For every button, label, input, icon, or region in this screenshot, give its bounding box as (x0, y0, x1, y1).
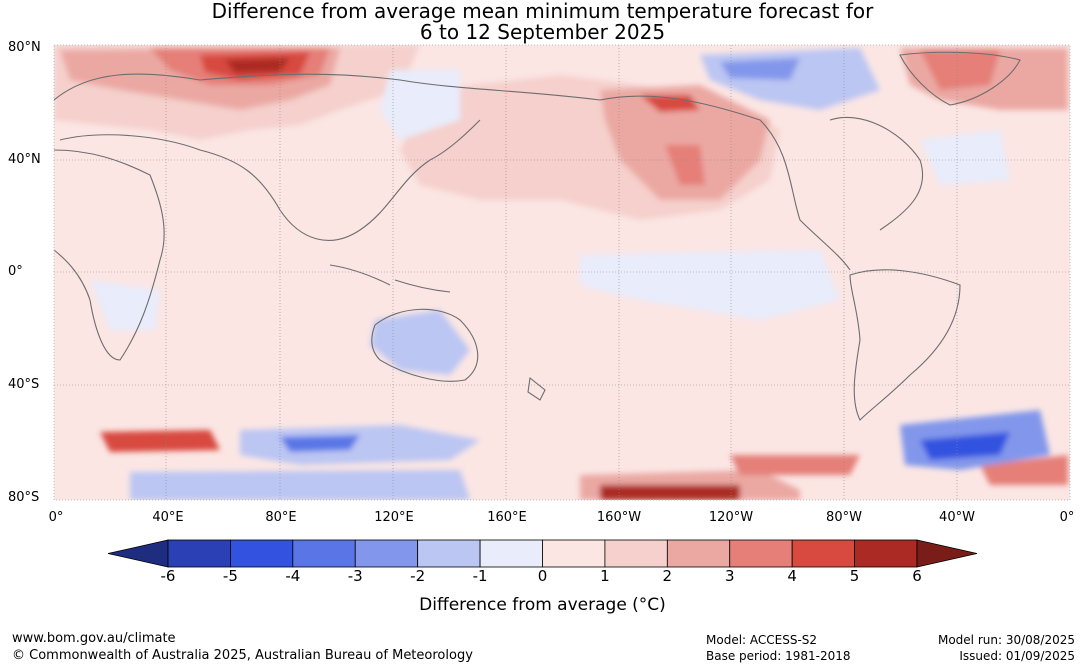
lat-label-80s: 80°S (8, 490, 40, 505)
colorbar-tick-label: 5 (849, 567, 860, 585)
forecast-map (53, 44, 1071, 501)
coast-south-america (849, 269, 961, 421)
anomaly-hot-canada (665, 145, 705, 185)
coast-north-america (599, 95, 924, 271)
colorbar-tick-label: 1 (600, 567, 610, 585)
anomaly-cool-antarctica (130, 470, 470, 500)
coast-indonesia (329, 264, 451, 293)
lon-label-40e: 40°E (152, 510, 184, 525)
map-frame (53, 44, 1071, 501)
colorbar-extend-high (916, 539, 978, 568)
anomaly-cool-atlantic-n (920, 130, 1010, 185)
colorbar-swatch (854, 539, 918, 568)
lat-label-40s: 40°S (8, 377, 40, 392)
lon-label-160w: 160°W (596, 510, 642, 525)
anomaly-cool-south-ocean (240, 425, 480, 465)
colorbar-tick-label: -5 (222, 567, 238, 585)
anomaly-cool-australia (370, 310, 470, 375)
anomaly-warm-south-indian (100, 430, 220, 452)
colorbar-tick-label: -1 (472, 567, 488, 585)
lon-label-120e: 120°E (374, 510, 414, 525)
colorbar-tick-label: -2 (410, 567, 426, 585)
colorbar-label: Difference from average (°C) (419, 595, 666, 615)
anomaly-cool-pacific (380, 70, 460, 140)
lon-label-80w: 80°W (826, 510, 862, 525)
anomaly-cool-weddell-core (920, 432, 1010, 460)
lon-label-0-right: 0° (1059, 510, 1075, 525)
colorbar-swatch (479, 539, 543, 568)
anomaly-cool-canada-core (720, 58, 800, 80)
coast-africa (54, 149, 165, 361)
coast-new-zealand (527, 376, 546, 401)
lon-label-0-left: 0° (48, 510, 64, 525)
colorbar-tick-label: 6 (912, 567, 922, 585)
colorbar-swatch (230, 539, 294, 568)
colorbar-tick-label: 0 (537, 567, 548, 585)
colorbar-tick-label: 2 (662, 567, 673, 585)
lat-label-80n: 80°N (8, 40, 41, 55)
footer-base-period: Base period: 1981-2018 (706, 649, 851, 663)
colorbar-swatch (542, 539, 606, 568)
footer-model: Model: ACCESS-S2 (706, 633, 818, 647)
anomaly-hot-alaska (640, 95, 700, 112)
colorbar (107, 539, 978, 568)
anomaly-warm-south-pacific (730, 455, 860, 475)
colorbar-swatch (791, 539, 855, 568)
colorbar-tick-label: -3 (347, 567, 363, 585)
anomaly-cool-eq-pacific (580, 250, 840, 320)
colorbar-swatch (417, 539, 481, 568)
colorbar-swatch (292, 539, 356, 568)
coastlines (54, 51, 1021, 421)
footer-copyright: © Commonwealth of Australia 2025, Austra… (12, 648, 473, 663)
map-title-line1: Difference from average mean minimum tem… (211, 0, 874, 23)
lat-label-0: 0° (8, 264, 23, 279)
anomaly-hot-greenland (920, 50, 1000, 90)
colorbar-tick-label: 4 (787, 567, 797, 585)
colorbar-swatch (729, 539, 793, 568)
anomaly-hot-antarctic-s (600, 485, 740, 500)
coast-australia (371, 308, 479, 382)
colorbar-extend-low (107, 539, 169, 568)
coast-europe-asia (54, 73, 601, 241)
anomaly-warm-alaska (600, 85, 770, 200)
colorbar-tick-label: -4 (285, 567, 301, 585)
graticule (54, 45, 1070, 500)
colorbar-swatch (354, 539, 419, 568)
lon-label-40w: 40°W (939, 510, 975, 525)
lon-label-80e: 80°E (265, 510, 297, 525)
lon-label-160e: 160°E (487, 510, 527, 525)
coast-greenland (899, 51, 1021, 106)
colorbar-swatch (167, 539, 231, 568)
anomaly-cool-south-ocean-core (280, 435, 360, 452)
colorbar-swatch (604, 539, 668, 568)
lat-label-40n: 40°N (8, 152, 41, 167)
colorbar-tick-label: -6 (160, 567, 176, 585)
colorbar-swatch (666, 539, 731, 568)
footer-website: www.bom.gov.au/climate (12, 631, 176, 646)
map-title-line2: 6 to 12 September 2025 (419, 20, 666, 44)
anomaly-hot-center (225, 58, 290, 73)
footer-issued: Issued: 01/09/2025 (959, 649, 1075, 663)
footer-model-run: Model run: 30/08/2025 (937, 633, 1075, 647)
lon-label-120w: 120°W (708, 510, 754, 525)
colorbar-tick-label: 3 (724, 567, 735, 585)
